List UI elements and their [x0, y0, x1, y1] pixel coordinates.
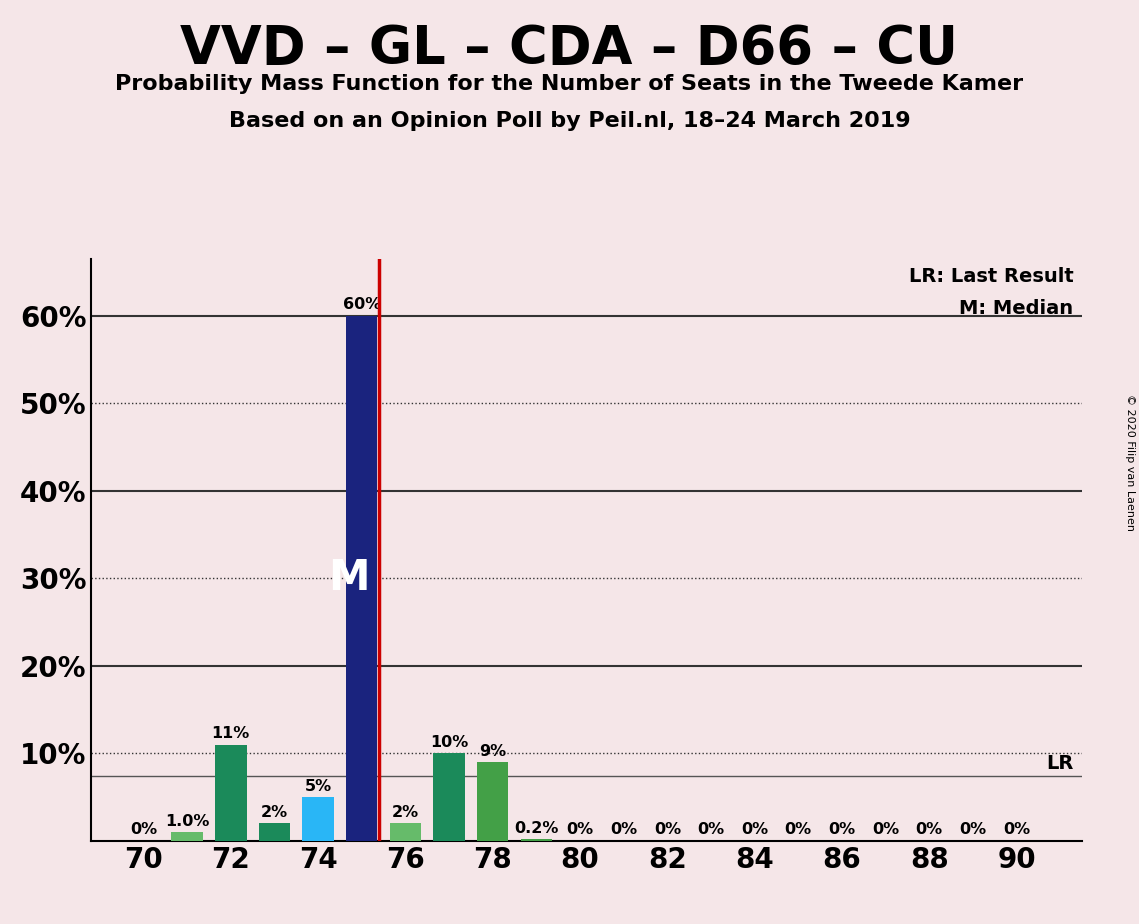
Text: Probability Mass Function for the Number of Seats in the Tweede Kamer: Probability Mass Function for the Number… [115, 74, 1024, 94]
Text: 0.2%: 0.2% [514, 821, 558, 835]
Text: 1.0%: 1.0% [165, 814, 210, 829]
Text: 0%: 0% [872, 822, 899, 837]
Text: 0%: 0% [916, 822, 943, 837]
Bar [521, 839, 552, 841]
Bar [346, 316, 377, 841]
Text: 0%: 0% [566, 822, 593, 837]
Bar [172, 833, 203, 841]
Bar [477, 762, 508, 841]
Text: 2%: 2% [261, 805, 288, 820]
Text: 2%: 2% [392, 805, 419, 820]
Text: 9%: 9% [480, 744, 507, 759]
Text: M: Median: M: Median [959, 299, 1073, 319]
Text: 10%: 10% [429, 735, 468, 749]
Text: 0%: 0% [785, 822, 812, 837]
Bar [215, 745, 246, 841]
Text: Based on an Opinion Poll by Peil.nl, 18–24 March 2019: Based on an Opinion Poll by Peil.nl, 18–… [229, 111, 910, 131]
Text: LR: LR [1046, 754, 1073, 773]
Text: 11%: 11% [212, 726, 249, 741]
Text: 0%: 0% [130, 822, 157, 837]
Text: LR: Last Result: LR: Last Result [909, 267, 1073, 286]
Text: © 2020 Filip van Laenen: © 2020 Filip van Laenen [1125, 394, 1134, 530]
Text: M: M [328, 557, 369, 600]
Text: 0%: 0% [1003, 822, 1030, 837]
Text: 0%: 0% [697, 822, 724, 837]
Bar [433, 753, 465, 841]
Bar [259, 823, 290, 841]
Text: 0%: 0% [611, 822, 637, 837]
Bar [302, 797, 334, 841]
Text: VVD – GL – CDA – D66 – CU: VVD – GL – CDA – D66 – CU [180, 23, 959, 75]
Text: 0%: 0% [828, 822, 855, 837]
Text: 5%: 5% [304, 779, 331, 794]
Bar [390, 823, 421, 841]
Text: 0%: 0% [654, 822, 681, 837]
Text: 60%: 60% [343, 298, 380, 312]
Text: 0%: 0% [741, 822, 768, 837]
Text: 0%: 0% [959, 822, 986, 837]
